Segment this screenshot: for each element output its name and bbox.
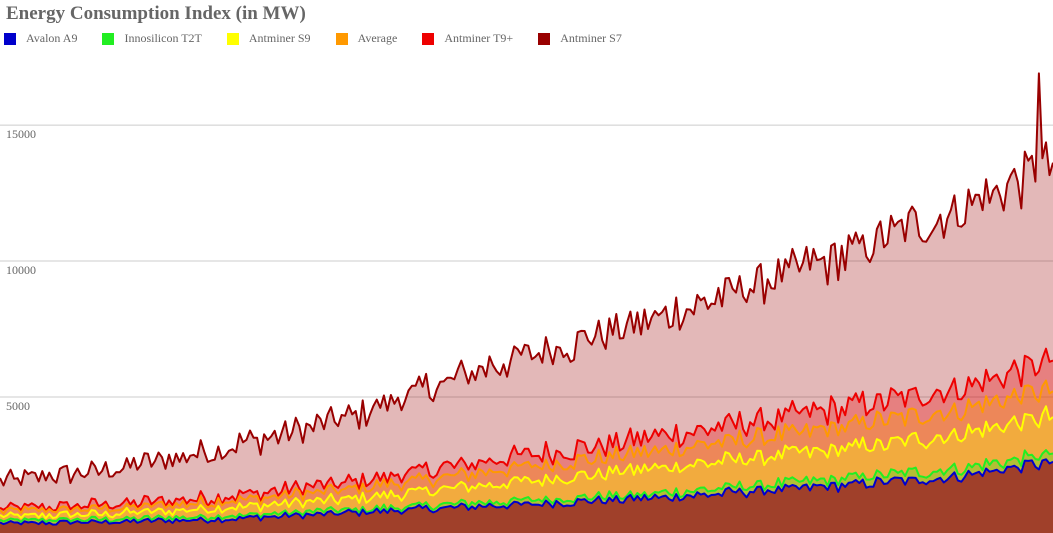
base-area (0, 459, 1053, 533)
area-fills (0, 73, 1053, 533)
series-line-4 (0, 347, 1053, 513)
y-tick-labels: 5000 10000 15000 (6, 127, 36, 413)
legend-item-0[interactable]: Avalon A9 (4, 31, 77, 46)
series-line-2 (0, 405, 1053, 520)
series-line-5 (0, 72, 1053, 487)
legend-item-2[interactable]: Antminer S9 (226, 31, 311, 46)
legend: Avalon A9 Innosilicon T2T Antminer S9 Avera… (4, 31, 647, 46)
legend-label: Avalon A9 (26, 31, 78, 45)
legend-item-3[interactable]: Average (335, 31, 398, 46)
legend-swatch (538, 32, 551, 45)
legend-item-1[interactable]: Innosilicon T2T (102, 31, 202, 46)
legend-swatch (4, 32, 16, 45)
series-lines (0, 72, 1053, 526)
series-line-3 (0, 379, 1053, 515)
legend-swatch (226, 32, 239, 45)
series-line-0 (0, 458, 1053, 526)
legend-label: Antminer T9+ (444, 31, 514, 45)
legend-swatch (102, 32, 115, 45)
legend-item-4[interactable]: Antminer T9+ (422, 31, 513, 46)
legend-swatch (422, 32, 435, 45)
chart-title: Energy Consumption Index (in MW) (6, 3, 306, 24)
area-5 (0, 73, 1053, 533)
series-line-1 (0, 449, 1053, 523)
grid-lines (0, 124, 1053, 398)
legend-swatch (335, 32, 348, 45)
y-tick-label: 5000 (6, 399, 30, 413)
legend-label: Average (357, 31, 398, 45)
legend-label: Innosilicon T2T (124, 31, 202, 45)
legend-label: Antminer S7 (560, 31, 622, 45)
legend-label: Antminer S9 (248, 31, 311, 45)
y-tick-label: 10000 (6, 263, 36, 277)
y-tick-label: 15000 (6, 127, 36, 141)
legend-item-5[interactable]: Antminer S7 (538, 31, 622, 46)
